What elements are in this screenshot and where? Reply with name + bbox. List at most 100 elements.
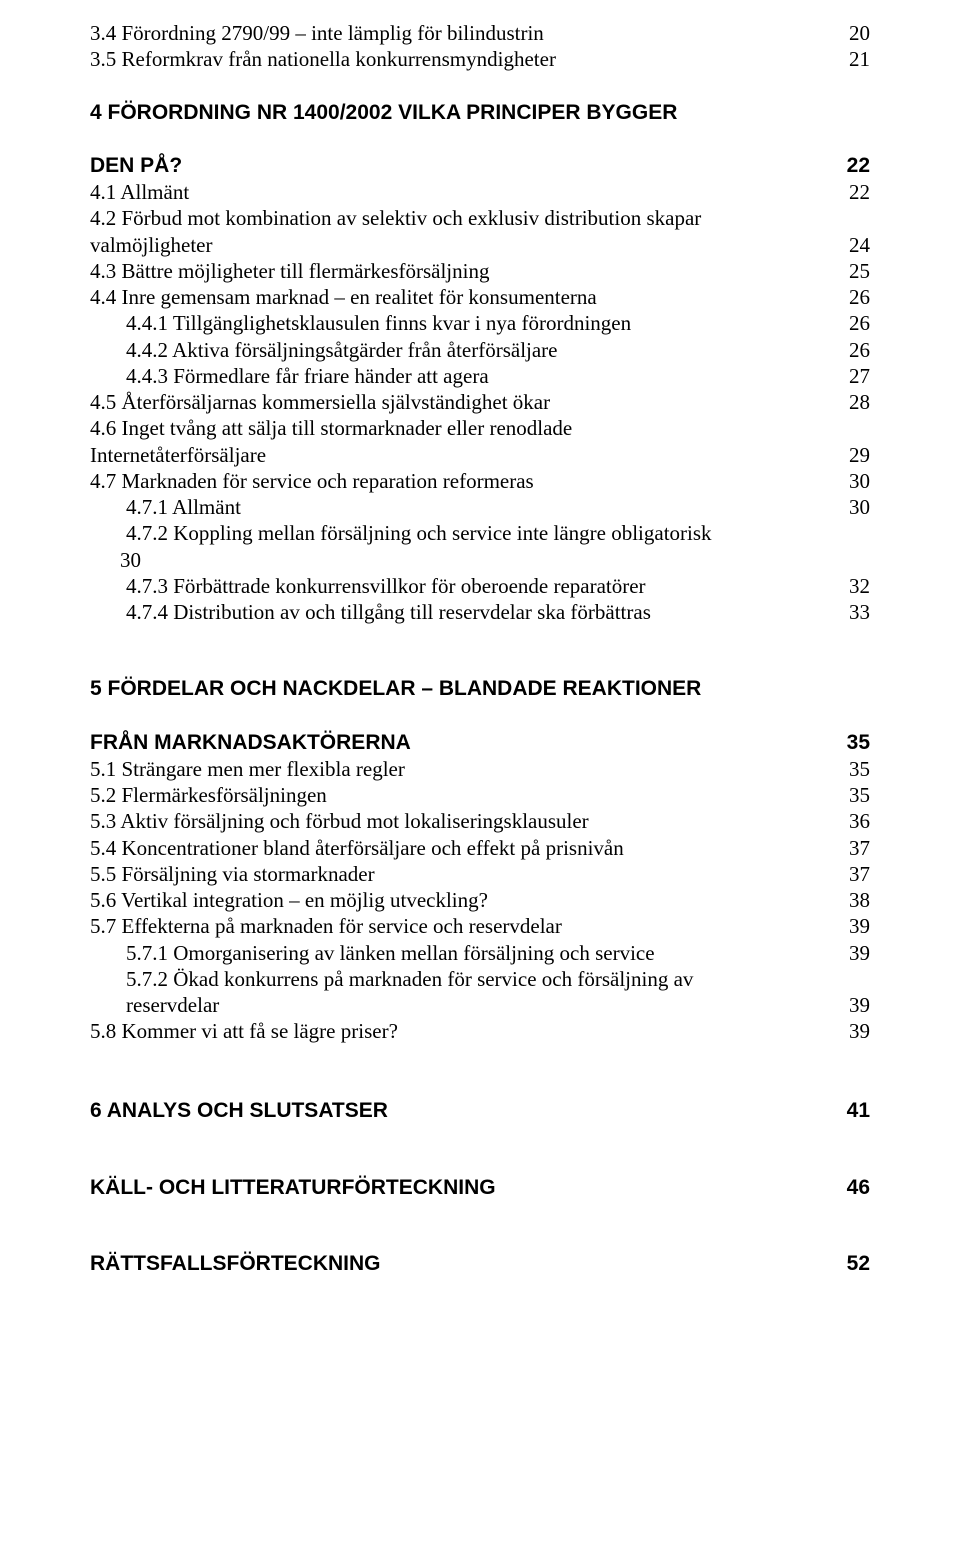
toc-line: 5.4 Koncentrationer bland återförsäljare… bbox=[90, 835, 870, 861]
toc-line: 4 FÖRORDNING NR 1400/2002 VILKA PRINCIPE… bbox=[90, 99, 870, 126]
toc-page-number: 26 bbox=[849, 284, 870, 310]
toc-line: 4.4.2 Aktiva försäljningsåtgärder från å… bbox=[90, 337, 870, 363]
toc-page-number: 25 bbox=[849, 258, 870, 284]
toc-page-number: 37 bbox=[849, 861, 870, 887]
toc-page-number: 35 bbox=[849, 782, 870, 808]
toc-text: 4.4.1 Tillgänglighetsklausulen finns kva… bbox=[126, 310, 833, 336]
toc-line: 5.7 Effekterna på marknaden för service … bbox=[90, 913, 870, 939]
toc-text: 4 FÖRORDNING NR 1400/2002 VILKA PRINCIPE… bbox=[90, 99, 870, 126]
toc-text: 5.6 Vertikal integration – en möjlig utv… bbox=[90, 887, 833, 913]
toc-line: 4.4.3 Förmedlare får friare händer att a… bbox=[90, 363, 870, 389]
toc-text: 5.1 Strängare men mer flexibla regler bbox=[90, 756, 833, 782]
toc-line: 5.7.1 Omorganisering av länken mellan fö… bbox=[90, 940, 870, 966]
toc-text: 5.7.2 Ökad konkurrens på marknaden för s… bbox=[126, 966, 870, 992]
toc-page-number: 35 bbox=[849, 756, 870, 782]
toc-line: 5 FÖRDELAR OCH NACKDELAR – BLANDADE REAK… bbox=[90, 675, 870, 702]
toc-page-number: 29 bbox=[849, 442, 870, 468]
toc-text: 4.4 Inre gemensam marknad – en realitet … bbox=[90, 284, 833, 310]
toc-line: FRÅN MARKNADSAKTÖRERNA 35 bbox=[90, 729, 870, 756]
toc-line: 6 ANALYS OCH SLUTSATSER 41 bbox=[90, 1097, 870, 1124]
toc-text: 4.1 Allmänt bbox=[90, 179, 833, 205]
toc-page: 3.4 Förordning 2790/99 – inte lämplig fö… bbox=[0, 0, 960, 1555]
toc-page-number: 22 bbox=[849, 179, 870, 205]
toc-text: 4.6 Inget tvång att sälja till stormarkn… bbox=[90, 415, 870, 441]
toc-text: Internetåterförsäljare bbox=[90, 442, 833, 468]
toc-page-number: 35 bbox=[847, 729, 870, 756]
toc-line: 30 bbox=[90, 547, 870, 573]
toc-text: 5.5 Försäljning via stormarknader bbox=[90, 861, 833, 887]
toc-line: 4.7.3 Förbättrade konkurrensvillkor för … bbox=[90, 573, 870, 599]
toc-line: DEN PÅ? 22 bbox=[90, 152, 870, 179]
toc-page-number: 39 bbox=[849, 992, 870, 1018]
toc-text: 5.7.1 Omorganisering av länken mellan fö… bbox=[126, 940, 833, 966]
toc-page-number: 21 bbox=[849, 46, 870, 72]
toc-text: 4.7.1 Allmänt bbox=[126, 494, 833, 520]
toc-page-number: 46 bbox=[847, 1176, 870, 1200]
toc-text: 4.7.3 Förbättrade konkurrensvillkor för … bbox=[126, 573, 833, 599]
toc-page-number: 41 bbox=[847, 1097, 870, 1124]
toc-text: 5.8 Kommer vi att få se lägre priser? bbox=[90, 1018, 833, 1044]
toc-text: 4.4.2 Aktiva försäljningsåtgärder från å… bbox=[126, 337, 833, 363]
toc-text: KÄLL- OCH LITTERATURFÖRTECKNING bbox=[90, 1176, 831, 1200]
toc-line: 4.4 Inre gemensam marknad – en realitet … bbox=[90, 284, 870, 310]
toc-page-number: 26 bbox=[849, 337, 870, 363]
toc-text: 30 bbox=[120, 547, 870, 573]
toc-line: 4.7.2 Koppling mellan försäljning och se… bbox=[90, 520, 870, 546]
toc-text: 5 FÖRDELAR OCH NACKDELAR – BLANDADE REAK… bbox=[90, 675, 870, 702]
toc-line: reservdelar 39 bbox=[90, 992, 870, 1018]
toc-page-number: 52 bbox=[847, 1252, 870, 1276]
toc-page-number: 30 bbox=[849, 494, 870, 520]
toc-text: 4.5 Återförsäljarnas kommersiella självs… bbox=[90, 389, 833, 415]
toc-line: KÄLL- OCH LITTERATURFÖRTECKNING 46 bbox=[90, 1176, 870, 1200]
toc-text: DEN PÅ? bbox=[90, 152, 831, 179]
toc-text: RÄTTSFALLSFÖRTECKNING bbox=[90, 1252, 831, 1276]
toc-text: 4.7.4 Distribution av och tillgång till … bbox=[126, 599, 833, 625]
toc-text: 4.2 Förbud mot kombination av selektiv o… bbox=[90, 205, 870, 231]
toc-line: Internetåterförsäljare 29 bbox=[90, 442, 870, 468]
toc-line: 5.1 Strängare men mer flexibla regler 35 bbox=[90, 756, 870, 782]
toc-page-number: 33 bbox=[849, 599, 870, 625]
toc-page-number: 39 bbox=[849, 1018, 870, 1044]
toc-text: 4.4.3 Förmedlare får friare händer att a… bbox=[126, 363, 833, 389]
toc-line: 4.7.1 Allmänt 30 bbox=[90, 494, 870, 520]
toc-line: 4.2 Förbud mot kombination av selektiv o… bbox=[90, 205, 870, 231]
toc-text: 3.4 Förordning 2790/99 – inte lämplig fö… bbox=[90, 20, 833, 46]
toc-line: 3.5 Reformkrav från nationella konkurren… bbox=[90, 46, 870, 72]
toc-text: 5.2 Flermärkesförsäljningen bbox=[90, 782, 833, 808]
toc-line: 4.6 Inget tvång att sälja till stormarkn… bbox=[90, 415, 870, 441]
toc-text: valmöjligheter bbox=[90, 232, 833, 258]
toc-line: 4.3 Bättre möjligheter till flermärkesfö… bbox=[90, 258, 870, 284]
toc-page-number: 37 bbox=[849, 835, 870, 861]
toc-text: 6 ANALYS OCH SLUTSATSER bbox=[90, 1097, 831, 1124]
toc-text: 4.3 Bättre möjligheter till flermärkesfö… bbox=[90, 258, 833, 284]
toc-line: 5.8 Kommer vi att få se lägre priser? 39 bbox=[90, 1018, 870, 1044]
toc-line: 4.4.1 Tillgänglighetsklausulen finns kva… bbox=[90, 310, 870, 336]
toc-text: 4.7.2 Koppling mellan försäljning och se… bbox=[126, 520, 870, 546]
toc-text: FRÅN MARKNADSAKTÖRERNA bbox=[90, 729, 831, 756]
toc-line: 4.1 Allmänt 22 bbox=[90, 179, 870, 205]
toc-page-number: 32 bbox=[849, 573, 870, 599]
toc-page-number: 26 bbox=[849, 310, 870, 336]
toc-page-number: 22 bbox=[847, 152, 870, 179]
toc-line: 5.6 Vertikal integration – en möjlig utv… bbox=[90, 887, 870, 913]
toc-page-number: 24 bbox=[849, 232, 870, 258]
toc-page-number: 30 bbox=[849, 468, 870, 494]
toc-line: 5.7.2 Ökad konkurrens på marknaden för s… bbox=[90, 966, 870, 992]
toc-line: valmöjligheter 24 bbox=[90, 232, 870, 258]
toc-line: 5.5 Försäljning via stormarknader 37 bbox=[90, 861, 870, 887]
toc-page-number: 38 bbox=[849, 887, 870, 913]
toc-line: 4.7.4 Distribution av och tillgång till … bbox=[90, 599, 870, 625]
toc-text: 5.7 Effekterna på marknaden för service … bbox=[90, 913, 833, 939]
toc-page-number: 36 bbox=[849, 808, 870, 834]
toc-text: 5.4 Koncentrationer bland återförsäljare… bbox=[90, 835, 833, 861]
toc-text: 4.7 Marknaden för service och reparation… bbox=[90, 468, 833, 494]
toc-line: 4.7 Marknaden för service och reparation… bbox=[90, 468, 870, 494]
toc-page-number: 39 bbox=[849, 913, 870, 939]
toc-text: 3.5 Reformkrav från nationella konkurren… bbox=[90, 46, 833, 72]
toc-text: 5.3 Aktiv försäljning och förbud mot lok… bbox=[90, 808, 833, 834]
toc-text: reservdelar bbox=[126, 992, 833, 1018]
toc-line: 5.3 Aktiv försäljning och förbud mot lok… bbox=[90, 808, 870, 834]
toc-line: 3.4 Förordning 2790/99 – inte lämplig fö… bbox=[90, 20, 870, 46]
toc-line: 5.2 Flermärkesförsäljningen 35 bbox=[90, 782, 870, 808]
toc-page-number: 20 bbox=[849, 20, 870, 46]
